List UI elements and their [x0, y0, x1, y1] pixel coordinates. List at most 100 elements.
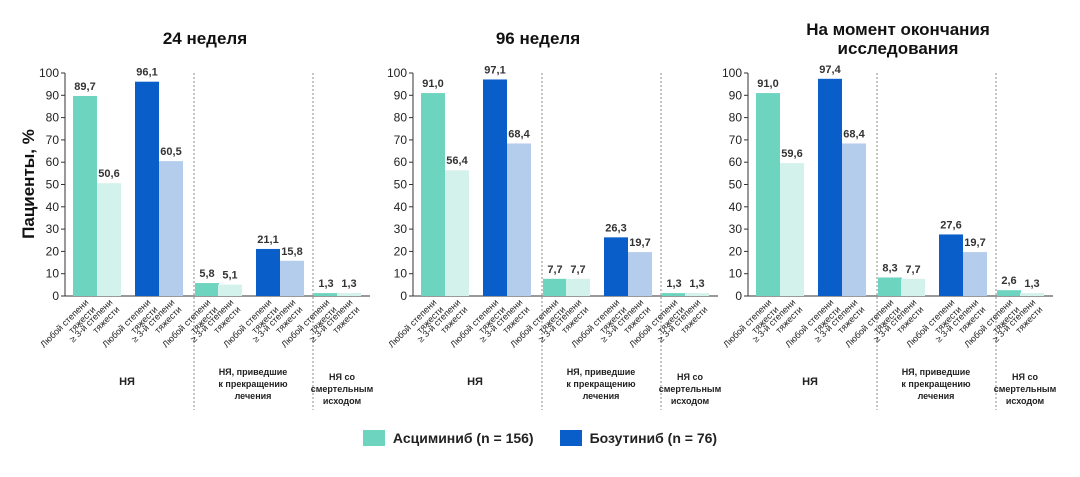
bar-value-label: 1,3 [689, 278, 704, 290]
bar-value-label: 5,1 [222, 270, 237, 282]
y-tick-label: 80 [394, 111, 408, 125]
bar-value-label: 60,5 [160, 146, 181, 158]
y-tick-label: 50 [394, 178, 408, 192]
bar-value-label: 91,0 [422, 78, 443, 90]
bar-value-label: 97,4 [819, 64, 841, 76]
bar-asciminib-any [543, 278, 567, 296]
bar-asciminib-any [756, 93, 780, 296]
group-label: смертельным [311, 384, 374, 394]
bar-value-label: 59,6 [781, 148, 802, 160]
bar-bosutinib-grade3 [507, 143, 531, 296]
panel-title: 24 неделя [163, 29, 247, 48]
group-label: к прекращению [901, 379, 971, 389]
y-tick-label: 90 [394, 88, 408, 102]
bar-bosutinib-any [256, 248, 280, 296]
y-tick-label: 70 [729, 133, 743, 147]
bar-asciminib-any [878, 277, 902, 296]
y-tick-label: 20 [394, 244, 408, 258]
y-tick-label: 0 [400, 289, 407, 303]
bar-asciminib-any [997, 290, 1021, 296]
bar-value-label: 68,4 [508, 128, 530, 140]
legend-swatch-asciminib [362, 430, 385, 446]
bar-value-label: 8,3 [882, 262, 897, 274]
legend-item-asciminib: Асциминиб (n = 156) [362, 430, 534, 446]
y-tick-label: 30 [394, 222, 408, 236]
bar-bosutinib-grade3 [280, 260, 304, 296]
bar-value-label: 15,8 [281, 246, 302, 258]
y-tick-label: 90 [46, 88, 60, 102]
bar-value-label: 2,6 [1001, 275, 1016, 287]
group-label: НЯ со [1012, 372, 1038, 382]
group-label: лечения [235, 391, 272, 401]
bar-value-label: 1,3 [666, 278, 681, 290]
group-label: исходом [323, 396, 362, 406]
bar-bosutinib-grade3 [159, 161, 183, 296]
bar-asciminib-grade3 [97, 183, 121, 296]
panel-title-line2: исследования [838, 39, 959, 58]
bar-asciminib-any [195, 283, 219, 296]
group-label: к прекращению [566, 379, 636, 389]
legend-label-bosutinib: Бозутиниб (n = 76) [589, 430, 718, 446]
y-tick-label: 20 [46, 244, 60, 258]
bar-value-label: 7,7 [547, 264, 562, 276]
bar-bosutinib-any [604, 237, 628, 296]
y-tick-label: 10 [394, 267, 408, 281]
group-label: исходом [671, 396, 710, 406]
group-label: НЯ, приведшие [567, 367, 636, 377]
group-label: НЯ со [677, 372, 703, 382]
group-label: смертельным [659, 384, 722, 394]
bar-asciminib-grade3 [218, 284, 242, 296]
y-tick-label: 10 [46, 267, 60, 281]
bar-value-label: 91,0 [757, 78, 778, 90]
y-tick-label: 100 [387, 66, 407, 80]
y-tick-label: 50 [729, 178, 743, 192]
y-tick-label: 0 [735, 289, 742, 303]
y-tick-label: 80 [46, 111, 60, 125]
legend: Асциминиб (n = 156) Бозутиниб (n = 76) [0, 425, 1080, 451]
bar-value-label: 96,1 [136, 67, 157, 79]
y-tick-label: 100 [39, 66, 59, 80]
bar-asciminib-any [421, 93, 445, 296]
y-tick-label: 40 [46, 200, 60, 214]
bar-value-label: 5,8 [199, 268, 214, 280]
bar-asciminib-grade3 [445, 170, 469, 296]
bar-asciminib-any [662, 293, 686, 296]
bar-value-label: 50,6 [98, 168, 119, 180]
group-label: НЯ [467, 376, 483, 388]
bar-value-label: 1,3 [1024, 278, 1039, 290]
bar-value-label: 89,7 [74, 81, 95, 93]
bar-value-label: 1,3 [318, 278, 333, 290]
bar-value-label: 56,4 [446, 155, 468, 167]
group-label: НЯ, приведшие [902, 367, 971, 377]
bar-value-label: 19,7 [964, 237, 985, 249]
bar-asciminib-any [314, 293, 338, 296]
bar-bosutinib-grade3 [628, 252, 652, 296]
y-tick-label: 60 [394, 155, 408, 169]
y-tick-label: 50 [46, 178, 60, 192]
bar-value-label: 68,4 [843, 128, 865, 140]
group-label: к прекращению [218, 379, 288, 389]
bar-value-label: 7,7 [570, 264, 585, 276]
y-axis-label: Пациенты, % [19, 129, 38, 239]
group-label: исходом [1006, 396, 1045, 406]
bar-asciminib-grade3 [566, 278, 590, 296]
y-tick-label: 60 [729, 155, 743, 169]
group-label: НЯ [119, 376, 135, 388]
bar-value-label: 27,6 [940, 219, 961, 231]
bar-asciminib-grade3 [337, 293, 361, 296]
bar-bosutinib-grade3 [842, 143, 866, 296]
group-label: НЯ, приведшие [219, 367, 288, 377]
group-label: лечения [583, 391, 620, 401]
group-label: лечения [918, 391, 955, 401]
group-label: НЯ со [329, 372, 355, 382]
legend-swatch-bosutinib [559, 430, 582, 446]
y-tick-label: 70 [394, 133, 408, 147]
bar-asciminib-any [73, 95, 97, 297]
y-tick-label: 100 [722, 66, 742, 80]
bar-value-label: 26,3 [605, 222, 626, 234]
bar-value-label: 19,7 [629, 237, 650, 249]
bar-value-label: 1,3 [341, 278, 356, 290]
bar-asciminib-grade3 [901, 278, 925, 296]
